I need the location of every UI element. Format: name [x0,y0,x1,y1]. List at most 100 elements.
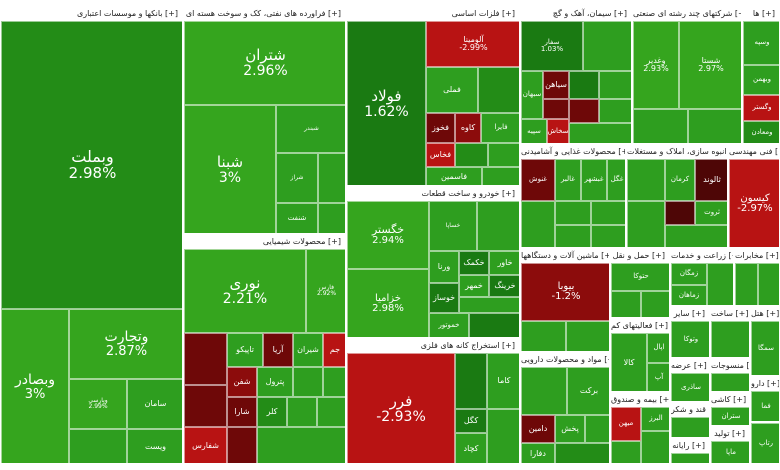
tile-dfara[interactable]: دفارا [521,443,555,463]
tile-transport-small1[interactable] [611,291,641,317]
tile-pakhsh[interactable]: پخش [555,415,585,443]
tile-chem-small4[interactable] [317,397,345,427]
tile-telecom-small2[interactable] [758,263,779,305]
tile-khsapa[interactable]: خساپا [429,201,477,251]
tile-ins-small2[interactable] [611,441,641,463]
sector-header-misc1[interactable]: سایر [+] [671,307,709,322]
tile-fars[interactable]: فارس 2.92% [306,249,345,333]
tile-vsepah[interactable]: وسپه [743,21,779,65]
tile-khmehr[interactable]: خمهر [459,275,489,297]
tile-fameli[interactable]: فملی [426,67,478,113]
tile-mining-small2[interactable] [487,409,519,463]
tile-mach-small2[interactable] [566,321,609,351]
tile-alborz[interactable]: البرز [641,407,669,431]
tile-holding-small2[interactable] [688,109,741,143]
tile-food-small5[interactable] [591,225,625,247]
tile-madira[interactable]: ماپا [711,441,749,463]
sector-header-comp[interactable]: رایانه [+] [671,439,709,454]
sector-header-machinery[interactable]: ماشین آلات و دستگاهها [+] [521,249,609,264]
tile-agri-small1[interactable] [707,263,733,305]
tile-shebna[interactable]: شبنا 3% [184,105,276,233]
tile-aluminia[interactable]: آلومینا -2.99% [426,21,519,67]
tile-shiran[interactable]: شیران [293,333,323,367]
tile-sakhash[interactable]: سخاش [547,119,569,143]
sector-header-otherfin[interactable]: فعالیتهای کم [+] [611,319,669,334]
tile-tapico[interactable]: تاپیکو [227,333,263,367]
tile-cement-small5[interactable] [569,99,599,123]
tile-barakat[interactable]: برکت [567,367,609,415]
tile-cement-small1[interactable] [583,21,631,71]
sector-header-engineering[interactable]: فنی مهندسی [+] [729,145,779,160]
sector-header-food[interactable]: محصولات غذایی و آشامیدنی [+] [521,145,625,160]
tile-pharma-small3[interactable] [555,443,609,463]
tile-khring[interactable]: خرینگ [489,275,519,297]
sector-header-others2[interactable]: منسوجات [+] [711,359,749,374]
sector-header-mining[interactable]: استخراج کانه های فلزی [+] [347,339,519,354]
sector-header-invest-right[interactable]: ها [+] [743,7,779,22]
tile-sugar-small1[interactable] [671,417,709,437]
tile-shefars[interactable]: شفارس [184,427,227,463]
sector-header-hotel[interactable]: هتل [+] [751,307,779,322]
tile-vgostar[interactable]: وگستر [743,95,779,121]
tile-comp-small1[interactable] [671,453,709,463]
tile-mining-small1[interactable] [455,353,487,409]
tile-others2-small1[interactable] [711,373,749,391]
tile-chem-small2[interactable] [323,367,345,397]
tile-shasta[interactable]: شستا 2.97% [679,21,741,109]
tile-hatouka[interactable]: حتوکا [611,263,669,291]
sector-header-pharma[interactable]: مواد و محصولات دارویی [+] [521,353,609,368]
tile-sbahan[interactable]: سبهان [521,71,543,119]
tile-auto-small1[interactable] [477,201,519,251]
sector-header-pipe[interactable]: تولید [+] [711,427,749,442]
sector-header-holding[interactable]: شرکتهای چند رشته ای صنعتی [+] [633,7,741,22]
tile-ghbshahr[interactable]: غبشهر [581,159,607,201]
tile-nouri[interactable]: نوری 2.21% [184,249,306,333]
sector-header-refinery[interactable]: فراورده های نفتی، کک و سوخت هسته ای [+] [184,7,345,22]
tile-transport-small2[interactable] [641,291,669,317]
tile-sazari[interactable]: ساذری [671,373,709,401]
tile-food-small2[interactable] [555,201,591,225]
sector-header-transport[interactable]: حمل و نقل [+] [611,249,669,264]
tile-chem-red1[interactable] [184,333,227,385]
tile-ins-small1[interactable] [641,431,669,463]
tile-realestate-small3[interactable] [627,201,665,247]
tile-khavar[interactable]: خاور [489,251,519,275]
sector-header-electric[interactable]: ساخت [+] [711,307,749,322]
tile-cement-small7[interactable] [569,123,631,143]
tile-cement-small2[interactable] [569,71,599,99]
tile-apal[interactable]: اپال [647,333,669,363]
tile-mihan[interactable]: میهن [611,407,641,441]
tile-kerman[interactable]: کرمان [665,159,695,201]
tile-sepih[interactable]: سپیه [521,119,547,143]
tile-shenaft[interactable]: شنفت [276,203,318,233]
tile-cement-small6[interactable] [599,99,631,123]
tile-setran[interactable]: ستران [711,407,749,425]
tile-mach-small1[interactable] [521,321,566,351]
tile-khgostar[interactable]: خگستر 2.94% [347,201,429,269]
tile-salvand[interactable]: ثالوند [695,159,727,201]
tile-pharma-small2[interactable] [585,415,609,443]
sector-header-invest[interactable]: عرضه [+] [671,359,709,374]
tile-vbmellat[interactable]: وبملت 2.98% [1,21,182,309]
tile-fama[interactable]: فما [751,391,779,421]
tile-kaveh[interactable]: کاوه [455,113,481,143]
tile-rtap[interactable]: رتاپ [751,423,779,463]
tile-verna[interactable]: ورنا [429,251,459,283]
tile-realestate-small1[interactable] [627,159,665,201]
tile-vbsader[interactable]: وبصادر 3% [1,309,69,463]
sector-header-cement[interactable]: سیمان، آهک و گچ [+] [521,7,631,22]
tile-cement-small3[interactable] [543,99,569,119]
tile-metal-small4[interactable] [482,167,519,185]
tile-arya[interactable]: آریا [263,333,293,367]
sector-header-drug2[interactable]: دارو [+] [751,377,779,392]
tile-auto-small2[interactable] [459,297,519,313]
tile-metal-small2[interactable] [455,143,488,167]
tile-zamgan[interactable]: زمگان [671,263,707,285]
sector-header-realestate[interactable]: انبوه سازی، املاک و مستغلات [+] [627,145,727,160]
tile-realestate-small4[interactable] [665,225,727,247]
tile-kegol[interactable]: کگل [455,409,487,433]
tile-shefan[interactable]: شفن [227,367,257,397]
tile-kisoon[interactable]: کیسون -2.97% [729,159,779,247]
tile-ref-small2[interactable] [318,203,345,233]
tile-vtejarat[interactable]: وتجارت 2.87% [69,309,182,379]
